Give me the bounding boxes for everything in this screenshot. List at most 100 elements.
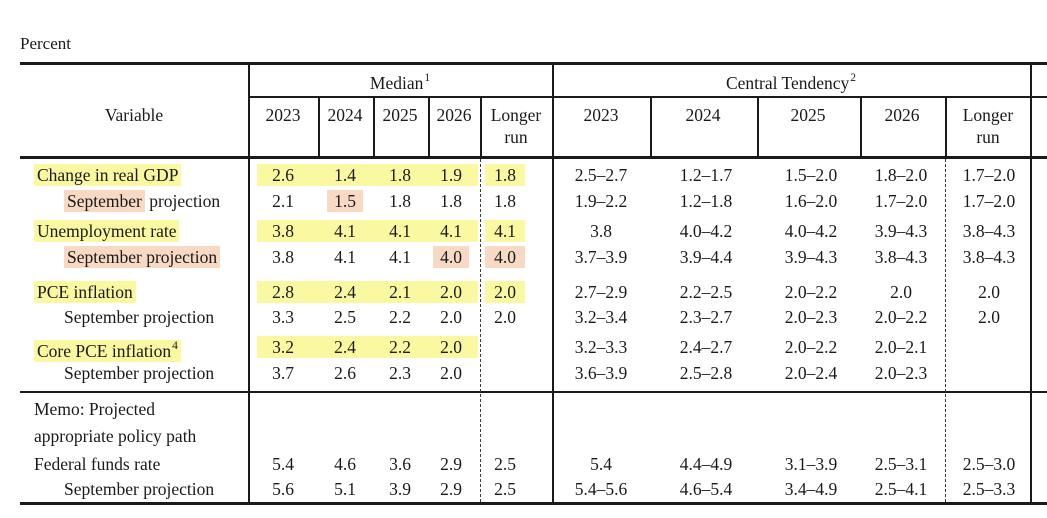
row-label: September projection xyxy=(64,306,214,328)
median-longer-run-cell: 1.8 xyxy=(494,190,516,212)
median-highlight-band xyxy=(257,220,478,242)
median-cell: 1.9 xyxy=(440,164,462,186)
ct-cell-value: 1.8–2.0 xyxy=(874,165,928,185)
median-cell-value: 3.9 xyxy=(389,479,411,499)
ct-cell-value: 2.0–2.3 xyxy=(874,363,928,383)
median-cell: 5.6 xyxy=(272,478,294,500)
median-cell-value: 2.0 xyxy=(440,363,462,383)
variable-column-header: Variable xyxy=(104,105,164,125)
ct-cell: 5.4–5.6 xyxy=(575,478,628,500)
ct-longer-run-cell-value: 3.8–4.3 xyxy=(962,247,1016,267)
row-label-footnote-marker: 4 xyxy=(172,340,178,352)
row-label-part: September projection xyxy=(64,246,221,268)
memo-label-line: Memo: Projected xyxy=(34,399,156,419)
median-cell: 2.6 xyxy=(334,362,356,384)
row-label-part: September xyxy=(64,190,145,212)
row-label-part: PCE inflation xyxy=(34,281,136,303)
ct-longer-run-cell: 3.8–4.3 xyxy=(963,246,1016,268)
ct-cell-value: 4.0–4.2 xyxy=(784,221,838,241)
ct-longer-run-cell-value: 2.0 xyxy=(978,307,1000,327)
ct-longer-run-cell-value: 2.0 xyxy=(978,282,1000,302)
row-label-part: September projection xyxy=(64,307,215,327)
median-cell-value: 4.6 xyxy=(334,454,356,474)
median-cell: 1.8 xyxy=(389,164,411,186)
ct-cell: 2.0–2.4 xyxy=(785,362,838,384)
ct-cell-value: 2.0–2.1 xyxy=(874,337,928,357)
median-cell: 3.8 xyxy=(272,220,294,242)
ct-cell-value: 2.0–2.2 xyxy=(784,282,838,302)
ct-cell-value: 3.2–3.4 xyxy=(574,307,628,327)
ct-cell-value: 4.6–5.4 xyxy=(679,479,733,499)
group-header-rule xyxy=(248,96,1047,98)
ct-longer-run-cell-value: 2.5–3.0 xyxy=(962,454,1016,474)
median-highlight-band xyxy=(257,164,478,186)
ct-cell: 2.0–2.2 xyxy=(875,306,928,328)
ct-cell: 4.0–4.2 xyxy=(785,220,838,242)
median-cell: 1.5 xyxy=(327,190,363,212)
median-cell-value: 2.5 xyxy=(334,307,356,327)
ct-cell: 1.2–1.7 xyxy=(680,164,733,186)
median-cell: 2.3 xyxy=(389,362,411,384)
ct-cell-value: 2.5–2.8 xyxy=(679,363,733,383)
median-cell-value: 1.8 xyxy=(389,191,411,211)
median-longer-run-cell: 4.1 xyxy=(485,220,525,242)
median-longer-run-cell: 4.0 xyxy=(485,246,525,268)
ct-cell-value: 1.9–2.2 xyxy=(574,191,628,211)
ct-cell-value: 1.7–2.0 xyxy=(874,191,928,211)
median-cell-value: 1.8 xyxy=(440,191,462,211)
years-header-rule xyxy=(20,156,1047,159)
ct-year-header-2026: 2026 xyxy=(884,105,920,125)
median-cell: 4.1 xyxy=(389,220,411,242)
central-tendency-group-label: Central Tendency xyxy=(725,72,850,93)
ct-cell: 5.4 xyxy=(590,453,612,475)
median-cell: 3.6 xyxy=(389,453,411,475)
median-cell-value: 2.0 xyxy=(440,337,462,357)
ct-cell: 2.5–2.8 xyxy=(680,362,733,384)
ct-cell-value: 3.8–4.3 xyxy=(874,247,928,267)
ct-cell: 3.4–4.9 xyxy=(785,478,838,500)
ct-cell-value: 2.5–4.1 xyxy=(874,479,928,499)
row-label: Core PCE inflation4 xyxy=(34,336,181,362)
ct-cell-value: 2.7–2.9 xyxy=(574,282,628,302)
median-cell: 2.2 xyxy=(389,336,411,358)
ct-cell-value: 2.2–2.5 xyxy=(679,282,733,302)
ct-cell: 4.6–5.4 xyxy=(680,478,733,500)
table-bottom-rule xyxy=(20,502,1047,505)
row-label-part: Change in real GDP xyxy=(34,164,182,186)
ct-cell: 1.8–2.0 xyxy=(875,164,928,186)
ct-cell: 2.5–4.1 xyxy=(875,478,928,500)
median-cell-value: 4.1 xyxy=(334,247,356,267)
ct-cell-value: 3.6–3.9 xyxy=(574,363,628,383)
median-2024-header-divider xyxy=(318,96,320,157)
ct-cell-value: 3.1–3.9 xyxy=(784,454,838,474)
median-cell: 3.7 xyxy=(272,362,294,384)
ct-cell: 3.6–3.9 xyxy=(575,362,628,384)
median-cell-value: 3.6 xyxy=(389,454,411,474)
median-cell-value: 4.1 xyxy=(389,247,411,267)
ct-cell: 2.0–2.1 xyxy=(875,336,928,358)
median-cell: 3.3 xyxy=(272,306,294,328)
median-longer-run-dashed-divider xyxy=(480,159,481,502)
row-label-part: projection xyxy=(144,191,221,211)
ct-year-header-2023: 2023 xyxy=(583,105,619,125)
central-tendency-footnote-marker: 2 xyxy=(850,72,857,84)
median-cell-value: 2.4 xyxy=(334,282,356,302)
median-cell: 2.1 xyxy=(389,281,411,303)
ct-cell-value: 1.2–1.8 xyxy=(679,191,733,211)
median-cell-value: 2.6 xyxy=(334,363,356,383)
ct-cell-value: 3.9–4.3 xyxy=(874,221,928,241)
median-cell-value: 2.4 xyxy=(334,337,356,357)
median-year-header-2025: 2025 xyxy=(382,105,418,125)
ct-longer-run-header: Longer run xyxy=(962,105,1014,147)
median-cell: 4.6 xyxy=(334,453,356,475)
ct-cell-value: 3.2–3.3 xyxy=(574,337,628,357)
ct-cell-value: 2.5–3.1 xyxy=(874,454,928,474)
median-highlight-band xyxy=(257,336,478,358)
ct-year-header-2024: 2024 xyxy=(685,105,721,125)
median-cell: 3.9 xyxy=(389,478,411,500)
ct-cell: 2.0–2.3 xyxy=(875,362,928,384)
median-cell-value: 2.2 xyxy=(389,337,411,357)
ct-cell: 2.0–2.3 xyxy=(785,306,838,328)
median-cell-value: 1.5 xyxy=(327,190,363,212)
ct-cell: 1.2–1.8 xyxy=(680,190,733,212)
